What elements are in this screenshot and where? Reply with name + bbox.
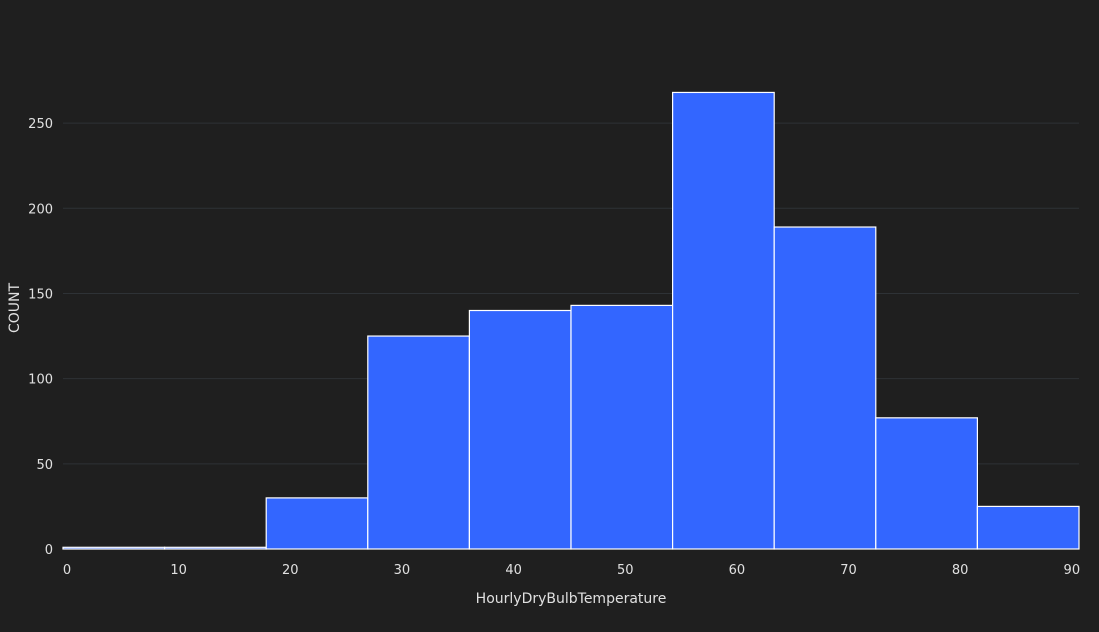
x-tick-label: 80 <box>952 563 969 578</box>
x-axis-title: HourlyDryBulbTemperature <box>476 591 667 607</box>
histogram-bar-3[interactable] <box>367 335 470 550</box>
x-tick-label: 20 <box>282 563 299 578</box>
x-tick-label: 70 <box>840 563 857 578</box>
bars <box>62 91 1080 550</box>
histogram-bar-7[interactable] <box>773 226 877 550</box>
y-tick-label: 150 <box>28 287 53 302</box>
y-tick-label: 0 <box>45 543 53 558</box>
histogram-bar-8[interactable] <box>875 417 978 550</box>
y-axis-ticks: 0 50 100 150 200 250 <box>28 117 53 558</box>
x-tick-label: 90 <box>1064 563 1081 578</box>
histogram-bar-9[interactable] <box>976 505 1080 550</box>
histogram-bar-4[interactable] <box>468 309 572 550</box>
y-tick-label: 200 <box>28 202 53 217</box>
y-axis-title: COUNT <box>7 283 23 334</box>
histogram-bar-6[interactable] <box>671 91 775 550</box>
histogram-bar-0[interactable] <box>62 546 166 550</box>
histogram-bar-5[interactable] <box>570 304 674 550</box>
x-tick-label: 50 <box>617 563 634 578</box>
x-tick-label: 10 <box>170 563 187 578</box>
histogram-bar-2[interactable] <box>265 497 369 550</box>
x-tick-label: 60 <box>729 563 746 578</box>
y-tick-label: 250 <box>28 117 53 132</box>
x-axis-ticks: 0 10 20 30 40 50 60 70 80 90 <box>63 563 1080 578</box>
x-tick-label: 40 <box>505 563 522 578</box>
y-tick-label: 50 <box>36 458 53 473</box>
x-tick-label: 0 <box>63 563 71 578</box>
x-tick-label: 30 <box>394 563 411 578</box>
histogram-bar-1[interactable] <box>164 546 267 550</box>
y-tick-label: 100 <box>28 373 53 388</box>
